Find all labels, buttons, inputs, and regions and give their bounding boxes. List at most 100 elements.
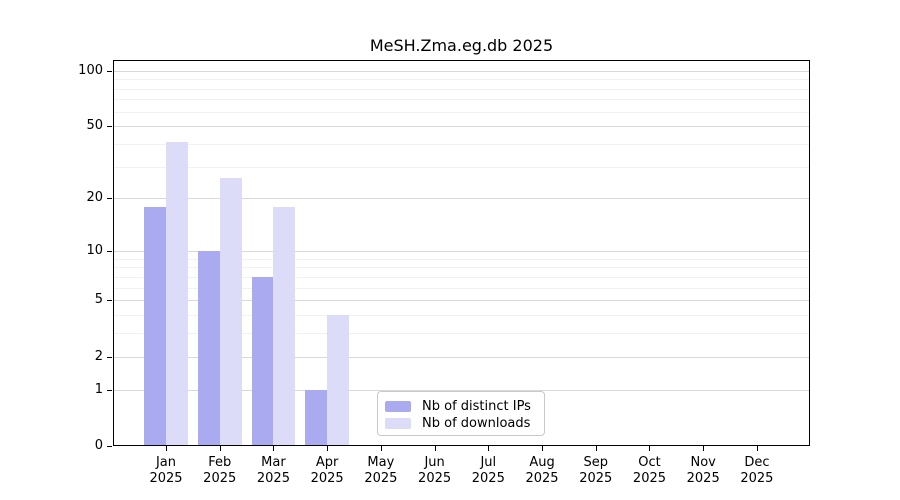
legend: Nb of distinct IPs Nb of downloads: [377, 391, 545, 436]
plot-area: [113, 60, 810, 446]
x-tick-mark-dec: [756, 446, 758, 451]
x-label-month: May: [367, 455, 395, 470]
x-tick-label-jun-2025: Jun 2025: [407, 455, 463, 487]
y-tick-mark-10: [107, 251, 112, 253]
y-tick-mark-2: [107, 356, 112, 358]
gridline-minor-40: [114, 144, 809, 146]
gridline-minor-8: [114, 267, 809, 269]
y-tick-mark-100: [107, 70, 112, 72]
legend-row-downloads: Nb of downloads: [385, 415, 544, 432]
y-tick-mark-20: [107, 198, 112, 200]
legend-label-distinct-ips: Nb of distinct IPs: [422, 399, 531, 414]
x-label-year: 2025: [525, 471, 559, 486]
gridline-major-2: [114, 356, 809, 358]
x-tick-label-sep-2025: Sep 2025: [568, 455, 624, 487]
y-tick-mark-1: [107, 389, 112, 391]
x-label-month: Nov: [690, 455, 716, 470]
bar-distinct-ips-apr-2025: [305, 389, 328, 445]
chart-title: MeSH.Zma.eg.db 2025: [369, 36, 554, 55]
x-label-month: Apr: [315, 455, 339, 470]
gridline-minor-3: [114, 333, 809, 335]
y-tick-label-5: 5: [94, 292, 103, 308]
gridline-major-10: [114, 251, 809, 253]
legend-swatch-distinct-ips: [385, 401, 411, 412]
gridline-minor-60: [114, 111, 809, 113]
bar-distinct-ips-feb-2025: [197, 251, 220, 445]
x-label-year: 2025: [256, 471, 290, 486]
x-tick-label-dec-2025: Dec 2025: [729, 455, 785, 487]
gridline-minor-80: [114, 88, 809, 90]
gridline-minor-30: [114, 166, 809, 168]
x-label-month: Feb: [208, 455, 232, 470]
x-label-year: 2025: [686, 471, 720, 486]
x-tick-label-feb-2025: Feb 2025: [192, 455, 248, 487]
x-tick-label-jul-2025: Jul 2025: [460, 455, 516, 487]
x-tick-mark-feb: [219, 446, 221, 451]
x-label-year: 2025: [471, 471, 505, 486]
x-label-year: 2025: [203, 471, 237, 486]
x-tick-mark-may: [380, 446, 382, 451]
x-tick-mark-oct: [649, 446, 651, 451]
y-tick-label-10: 10: [86, 243, 103, 259]
x-label-year: 2025: [149, 471, 183, 486]
x-label-month: Dec: [744, 455, 770, 470]
y-tick-mark-50: [107, 126, 112, 128]
y-tick-mark-5: [107, 300, 112, 302]
x-tick-label-oct-2025: Oct 2025: [621, 455, 677, 487]
x-label-month: Jun: [424, 455, 445, 470]
bar-downloads-jan-2025: [166, 142, 188, 445]
x-tick-label-apr-2025: Apr 2025: [299, 455, 355, 487]
x-tick-mark-mar: [273, 446, 275, 451]
x-tick-mark-nov: [703, 446, 705, 451]
x-label-year: 2025: [364, 471, 398, 486]
legend-swatch-downloads: [385, 418, 411, 429]
bar-distinct-ips-mar-2025: [251, 276, 274, 445]
y-tick-label-50: 50: [86, 118, 103, 134]
gridline-major-100: [114, 70, 809, 72]
x-label-year: 2025: [418, 471, 452, 486]
y-tick-mark-0: [107, 446, 112, 447]
gridline-minor-4: [114, 315, 809, 317]
y-tick-label-2: 2: [94, 348, 103, 364]
y-tick-label-20: 20: [86, 190, 103, 206]
x-label-year: 2025: [740, 471, 774, 486]
x-tick-mark-jan: [166, 446, 167, 451]
gridline-minor-9: [114, 258, 809, 260]
x-label-month: Sep: [583, 455, 608, 470]
x-tick-mark-sep: [595, 446, 597, 451]
y-tick-label-0: 0: [94, 438, 103, 453]
bar-downloads-feb-2025: [219, 178, 242, 445]
bar-downloads-apr-2025: [327, 315, 350, 445]
x-label-month: Jan: [155, 455, 177, 470]
x-tick-label-jan-2025: Jan 2025: [138, 455, 194, 487]
x-tick-mark-aug: [542, 446, 544, 451]
x-label-month: Jul: [480, 455, 497, 470]
x-label-month: Mar: [261, 455, 286, 470]
gridline-minor-90: [114, 79, 809, 81]
legend-label-downloads: Nb of downloads: [422, 416, 531, 431]
gridline-major-50: [114, 126, 809, 128]
x-tick-label-aug-2025: Aug 2025: [514, 455, 570, 487]
bar-distinct-ips-jan-2025: [144, 206, 166, 445]
gridline-minor-7: [114, 276, 809, 278]
gridline-minor-70: [114, 99, 809, 101]
x-tick-label-nov-2025: Nov 2025: [675, 455, 731, 487]
x-label-month: Oct: [638, 455, 661, 470]
gridline-major-20: [114, 198, 809, 200]
x-label-month: Aug: [529, 455, 555, 470]
y-tick-label-100: 100: [78, 62, 103, 78]
legend-row-distinct-ips: Nb of distinct IPs: [385, 398, 544, 415]
gridline-minor-6: [114, 287, 809, 289]
gridline-major-5: [114, 300, 809, 302]
x-label-year: 2025: [310, 471, 344, 486]
x-label-year: 2025: [579, 471, 613, 486]
gridline-major-1: [114, 389, 809, 391]
bar-downloads-mar-2025: [273, 206, 296, 445]
y-tick-label-1: 1: [94, 381, 103, 397]
x-tick-mark-apr: [327, 446, 329, 451]
x-tick-mark-jul: [488, 446, 490, 451]
x-tick-label-may-2025: May 2025: [353, 455, 409, 487]
x-tick-mark-jun: [434, 446, 436, 451]
x-tick-label-mar-2025: Mar 2025: [245, 455, 301, 487]
